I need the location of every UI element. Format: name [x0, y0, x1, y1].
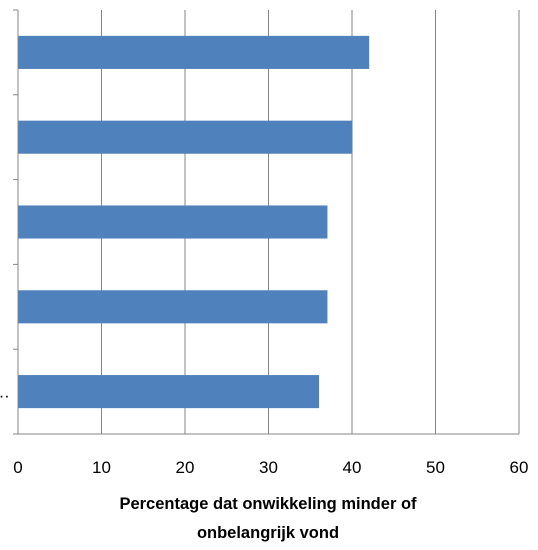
- axes: [13, 9, 519, 435]
- bars: [18, 35, 370, 409]
- bar-4: [18, 375, 320, 409]
- x-tick-label-4: 40: [343, 458, 362, 477]
- x-tick-label-5: 50: [426, 458, 445, 477]
- x-tick-label-1: 10: [92, 458, 111, 477]
- x-tick-label-6: 60: [510, 458, 529, 477]
- bar-2: [18, 205, 328, 239]
- x-tick-labels: 0 10 20 30 40 50 60: [13, 458, 528, 477]
- bar-1: [18, 120, 353, 154]
- x-axis-title-line-2: onbelangrijk vond: [197, 524, 339, 542]
- bar-0: [18, 35, 370, 69]
- x-tick-label-2: 20: [176, 458, 195, 477]
- x-axis-title-line-1: Percentage dat onwikkeling minder of: [119, 495, 417, 513]
- bar-3: [18, 290, 328, 324]
- x-tick-label-0: 0: [13, 458, 22, 477]
- category-label-4: …: [0, 383, 10, 402]
- x-tick-label-3: 30: [259, 458, 278, 477]
- category-labels: …: [0, 383, 10, 402]
